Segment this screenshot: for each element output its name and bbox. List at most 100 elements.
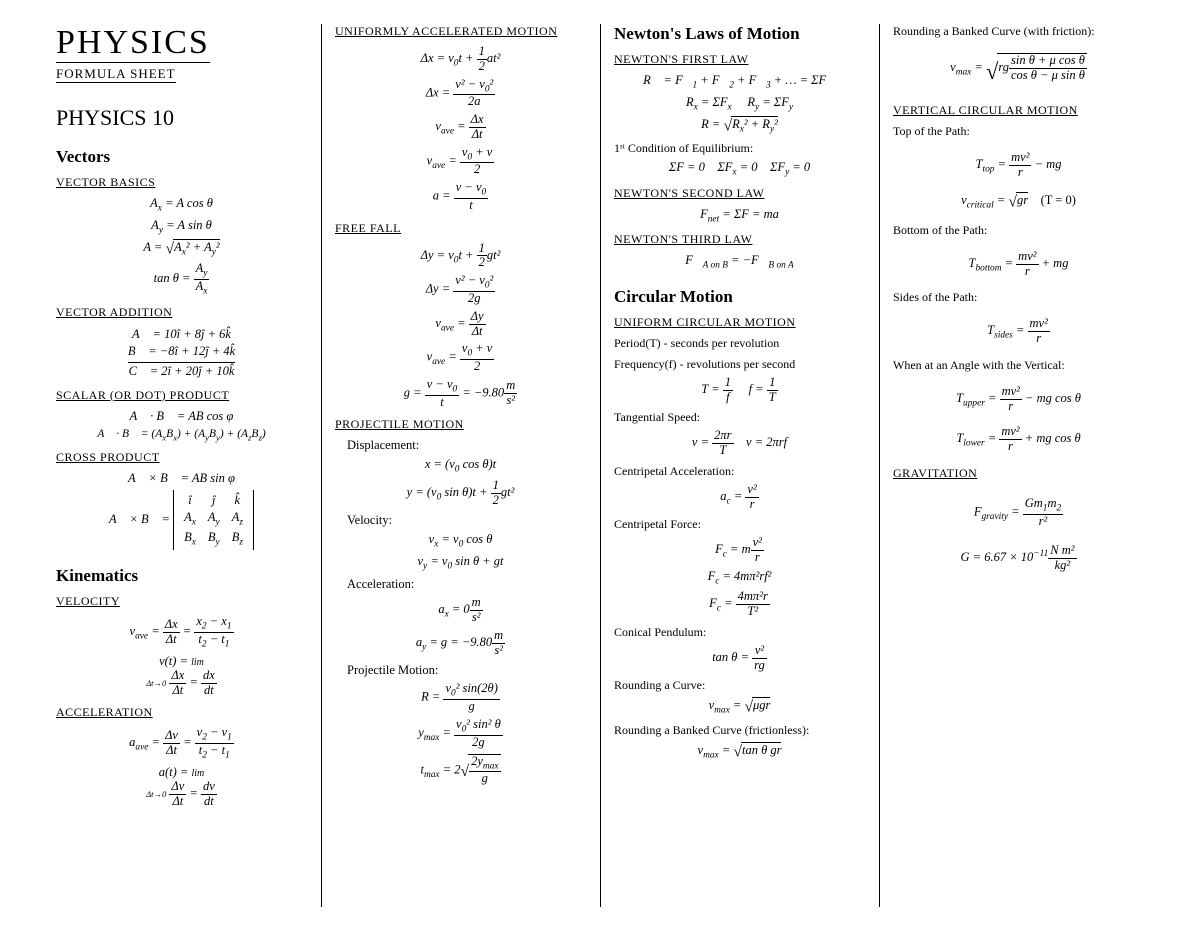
eq-vcm-crit: vcritical = √gr (T = 0) — [893, 192, 1144, 211]
ucm-freq: Frequency(f) - revolutions per second — [614, 357, 865, 372]
topic-vector-add: VECTOR ADDITION — [56, 305, 307, 320]
eq-uam-a: a = v − v0t — [335, 181, 586, 213]
eq-dot2: A⃗ · B⃗ = (AxBx) + (AyBy) + (AzBz) — [56, 428, 307, 442]
topic-vector-basics: VECTOR BASICS — [56, 175, 307, 190]
topic-n1: NEWTON'S FIRST LAW — [614, 52, 865, 67]
eq-ucm-fc3: Fc = 4mπ²rT² — [614, 590, 865, 619]
lbl-pm: Projectile Motion: — [335, 663, 586, 678]
masthead-title: PHYSICS — [56, 24, 210, 63]
ucm-cf: Centripetal Force: — [614, 517, 865, 532]
eq-proj-x: x = (v0 cos θ)t — [335, 457, 586, 475]
eq-vcm-lo: Tlower = mv²r + mg cos θ — [893, 425, 1144, 454]
eq-proj-ax: ax = 0ms² — [335, 596, 586, 625]
eq-uam-dx1: Δx = v0t + 12at² — [335, 45, 586, 74]
eq-tan: tan θ = AyAx — [56, 262, 307, 297]
eq-proj-ay: ay = g = −9.80ms² — [335, 629, 586, 658]
topic-n3: NEWTON'S THIRD LAW — [614, 232, 865, 247]
eq-n2: Fnet = ΣF = ma — [614, 207, 865, 225]
eq-rbf: vmax = √rgsin θ + μ cos θcos θ − μ sin θ — [893, 53, 1144, 85]
n1-cond: 1ˢᵗ Condition of Equilibrium: — [614, 141, 865, 156]
col-2: UNIFORMLY ACCELERATED MOTION Δx = v0t + … — [321, 24, 600, 915]
topic-projectile: PROJECTILE MOTION — [335, 417, 586, 432]
eq-proj-vy: vy = v0 sin θ + gt — [335, 554, 586, 572]
eq-n1-r3: R = √Rx² + Ry² — [614, 116, 865, 135]
topic-uam: UNIFORMLY ACCELERATED MOTION — [335, 24, 586, 39]
eq-vcm-bot: Tbottom = mv²r + mg — [893, 250, 1144, 279]
eq-proj-vx: vx = v0 cos θ — [335, 532, 586, 550]
eq-uam-dx2: Δx = v² − v0²2a — [335, 78, 586, 110]
eq-ucm-ac: ac = v²r — [614, 483, 865, 512]
lbl-acc: Acceleration: — [335, 577, 586, 592]
eq-ff-g: g = v − v0t = −9.80ms² — [335, 378, 586, 410]
vcm-bot: Bottom of the Path: — [893, 223, 1144, 238]
eq-amag: A = √Ax² + Ay² — [56, 239, 307, 258]
col-4: Rounding a Banked Curve (with friction):… — [879, 24, 1158, 915]
topic-grav: GRAVITATION — [893, 466, 1144, 481]
vcm-ang: When at an Angle with the Vertical: — [893, 358, 1144, 373]
col-3: Newton's Laws of Motion NEWTON'S FIRST L… — [600, 24, 879, 915]
section-circular: Circular Motion — [614, 287, 865, 307]
vcm-side: Sides of the Path: — [893, 290, 1144, 305]
eq-n1-r: R⃗ = F⃗1 + F⃗2 + F⃗3 + … = ΣF⃗ — [614, 73, 865, 91]
ucm-ca: Centripetal Acceleration: — [614, 464, 865, 479]
eq-grav-f: Fgravity = Gm1m2r² — [893, 497, 1144, 529]
topic-cross: CROSS PRODUCT — [56, 450, 307, 465]
eq-vcm-side: Tsides = mv²r — [893, 317, 1144, 346]
section-vectors: Vectors — [56, 147, 307, 167]
eq-ff-dy2: Δy = v² − v0²2g — [335, 274, 586, 306]
eq-vave: vave = ΔxΔt = x2 − x1t2 − t1 — [56, 615, 307, 650]
eq-ucm-fc2: Fc = 4mπ²rf² — [614, 569, 865, 587]
eq-cross1: A⃗ × B⃗ = AB sin φ — [56, 471, 307, 486]
topic-acceleration: ACCELERATION — [56, 705, 307, 720]
eq-ff-dy1: Δy = v0t + 12gt² — [335, 242, 586, 271]
rbf-title: Rounding a Banked Curve (with friction): — [893, 24, 1144, 39]
eq-n3: F⃗A on B = −F⃗B on A — [614, 253, 865, 271]
eq-proj-R: R = v0² sin(2θ)g — [335, 682, 586, 714]
eq-ucm-v: v = 2πrT v = 2πrf — [614, 429, 865, 458]
eq-n1-sum: ΣF = 0 ΣFx = 0 ΣFy = 0 — [614, 160, 865, 178]
col-1: PHYSICS FORMULA SHEET PHYSICS 10 Vectors… — [42, 24, 321, 915]
vcm-top: Top of the Path: — [893, 124, 1144, 139]
eq-grav-G: G = 6.67 × 10−11N m²kg² — [893, 544, 1144, 573]
topic-vcm: VERTICAL CIRCULAR MOTION — [893, 103, 1144, 118]
eq-proj-tm: tmax = 2√2ymaxg — [335, 754, 586, 787]
eq-ucm-rb: vmax = √tan θ gr — [614, 742, 865, 761]
eq-ucm-rc: vmax = √μgr — [614, 697, 865, 716]
eq-ucm-Tf: T = 1f f = 1T — [614, 376, 865, 405]
course-title: PHYSICS 10 — [56, 105, 307, 131]
eq-ucm-fc1: Fc = mv²r — [614, 536, 865, 565]
ucm-ts: Tangential Speed: — [614, 410, 865, 425]
eq-uam-va: vave = ΔxΔt — [335, 113, 586, 142]
masthead-subtitle: FORMULA SHEET — [56, 66, 176, 83]
eq-ainst: a(t) = limΔt→0 ΔvΔt = dvdt — [56, 765, 307, 809]
eq-proj-ym: ymax = v0² sin² θ2g — [335, 718, 586, 750]
eq-ucm-cp: tan θ = v²rg — [614, 644, 865, 673]
ucm-cp: Conical Pendulum: — [614, 625, 865, 640]
eq-proj-y: y = (v0 sin θ)t + 12gt² — [335, 479, 586, 508]
section-newton: Newton's Laws of Motion — [614, 24, 865, 44]
eq-n1-r2: Rx = ΣFx Ry = ΣFy — [614, 95, 865, 113]
eq-aave: aave = ΔvΔt = v2 − v1t2 − t1 — [56, 726, 307, 761]
lbl-vel: Velocity: — [335, 513, 586, 528]
eq-vecadd: A⃗ = 10î + 8ĵ + 6k̂ B⃗ = −8î + 12ĵ + 4k̂… — [56, 326, 307, 380]
eq-vcm-up: Tupper = mv²r − mg cos θ — [893, 385, 1144, 414]
eq-ay: Ay = A sin θ — [56, 218, 307, 236]
eq-ff-vb: vave = v0 + v2 — [335, 342, 586, 374]
eq-vcm-top: Ttop = mv²r − mg — [893, 151, 1144, 180]
topic-freefall: FREE FALL — [335, 221, 586, 236]
eq-dot1: A⃗ · B⃗ = AB cos φ — [56, 409, 307, 424]
ucm-rb: Rounding a Banked Curve (frictionless): — [614, 723, 865, 738]
eq-ff-va: vave = ΔyΔt — [335, 310, 586, 339]
lbl-disp: Displacement: — [335, 438, 586, 453]
eq-ax: Ax = A cos θ — [56, 196, 307, 214]
ucm-rc: Rounding a Curve: — [614, 678, 865, 693]
topic-velocity: VELOCITY — [56, 594, 307, 609]
eq-vinst: v(t) = limΔt→0 ΔxΔt = dxdt — [56, 654, 307, 698]
eq-cross2: A⃗ × B⃗ = îĵk̂ AxAyAz BxByBz — [56, 490, 307, 550]
eq-uam-vb: vave = v0 + v2 — [335, 146, 586, 178]
section-kinematics: Kinematics — [56, 566, 307, 586]
ucm-period: Period(T) - seconds per revolution — [614, 336, 865, 351]
topic-dot: SCALAR (OR DOT) PRODUCT — [56, 388, 307, 403]
topic-n2: NEWTON'S SECOND LAW — [614, 186, 865, 201]
formula-sheet-page: PHYSICS FORMULA SHEET PHYSICS 10 Vectors… — [0, 0, 1200, 927]
